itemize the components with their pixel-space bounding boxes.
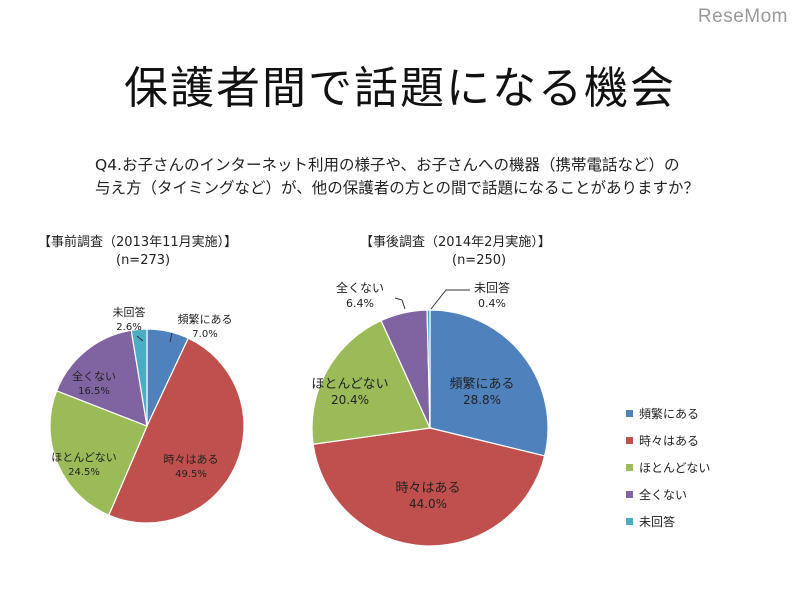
legend-item: 未回答 xyxy=(626,508,710,535)
slice-category-label: 全くない xyxy=(336,280,384,295)
slice-category-label: ほとんどない xyxy=(51,451,116,464)
pie-slice xyxy=(311,319,431,445)
slice-value-label: 6.4% xyxy=(346,297,374,310)
pre-survey-heading: 【事前調査（2013年11月実施）】 xyxy=(38,235,238,250)
slice-value-label: 2.6% xyxy=(116,322,141,333)
slice-value-label: 44.0% xyxy=(409,497,447,511)
slice-category-label: 時々はある xyxy=(395,481,460,496)
legend-swatch xyxy=(626,464,633,471)
slice-value-label: 24.5% xyxy=(68,467,100,478)
pie-slice xyxy=(312,427,546,547)
legend-swatch xyxy=(626,491,633,498)
post-survey-sample-size: (n=250) xyxy=(452,253,507,268)
slice-category-label: ほとんどない xyxy=(311,377,388,392)
resemom-logo: ReseMom xyxy=(697,6,788,27)
slice-value-label: 20.4% xyxy=(331,393,369,407)
legend-swatch xyxy=(626,410,633,417)
slice-category-label: 時々はある xyxy=(164,453,219,466)
legend-label: 未回答 xyxy=(639,515,676,529)
legend-item: 時々はある xyxy=(626,427,710,454)
legend-item: 頻繁にある xyxy=(626,400,710,427)
slice-value-label: 16.5% xyxy=(78,386,110,397)
leader-line xyxy=(136,335,144,342)
pie-slice xyxy=(55,329,148,427)
pie-slice xyxy=(426,309,431,429)
slice-value-label: 7.0% xyxy=(192,329,217,340)
legend-label: 全くない xyxy=(639,488,688,502)
slice-category-label: 頻繁にある xyxy=(449,376,514,392)
slice-value-label: 0.4% xyxy=(478,297,506,310)
leader-line xyxy=(169,332,173,343)
pie-slice xyxy=(49,389,148,516)
survey-question: Q4.お子さんのインターネット利用の様子や、お子さんへの機器（携帯電話など）の … xyxy=(95,154,699,200)
legend-label: 時々はある xyxy=(639,434,700,448)
slice-category-label: 全くない xyxy=(72,369,116,383)
slice-value-label: 49.5% xyxy=(175,469,207,480)
question-line-1: Q4.お子さんのインターネット利用の様子や、お子さんへの機器（携帯電話など）の xyxy=(95,156,680,174)
pie-slice xyxy=(429,309,549,457)
legend-label: 頻繁にある xyxy=(639,407,700,421)
question-line-2: 与え方（タイミングなど）が、他の保護者の方との間で話題になることがありますか？ xyxy=(95,179,700,197)
post-survey-title: 【事後調査（2014年2月実施）】 (n=250) xyxy=(360,234,551,270)
legend-swatch xyxy=(626,437,633,444)
slice-category-label: 頻繁にある xyxy=(178,312,233,326)
slice-category-label: 未回答 xyxy=(474,280,510,295)
legend-item: ほとんどない xyxy=(626,454,710,481)
legend-item: 全くない xyxy=(626,481,710,508)
pre-survey-sample-size: (n=273) xyxy=(116,253,171,268)
chart-legend: 頻繁にある 時々はある ほとんどない 全くない 未回答 xyxy=(626,400,710,535)
legend-label: ほとんどない xyxy=(639,461,711,475)
pie-slice xyxy=(130,328,148,427)
legend-swatch xyxy=(626,518,633,525)
slice-value-label: 28.8% xyxy=(463,393,501,407)
pie-slice xyxy=(108,337,245,524)
pre-survey-title: 【事前調査（2013年11月実施）】 (n=273) xyxy=(38,234,237,270)
leader-line xyxy=(394,297,406,310)
slice-category-label: 未回答 xyxy=(113,305,146,319)
leader-line xyxy=(430,289,470,310)
post-survey-heading: 【事後調査（2014年2月実施）】 xyxy=(360,235,551,250)
page-title: 保護者間で話題になる機会 xyxy=(124,63,676,114)
